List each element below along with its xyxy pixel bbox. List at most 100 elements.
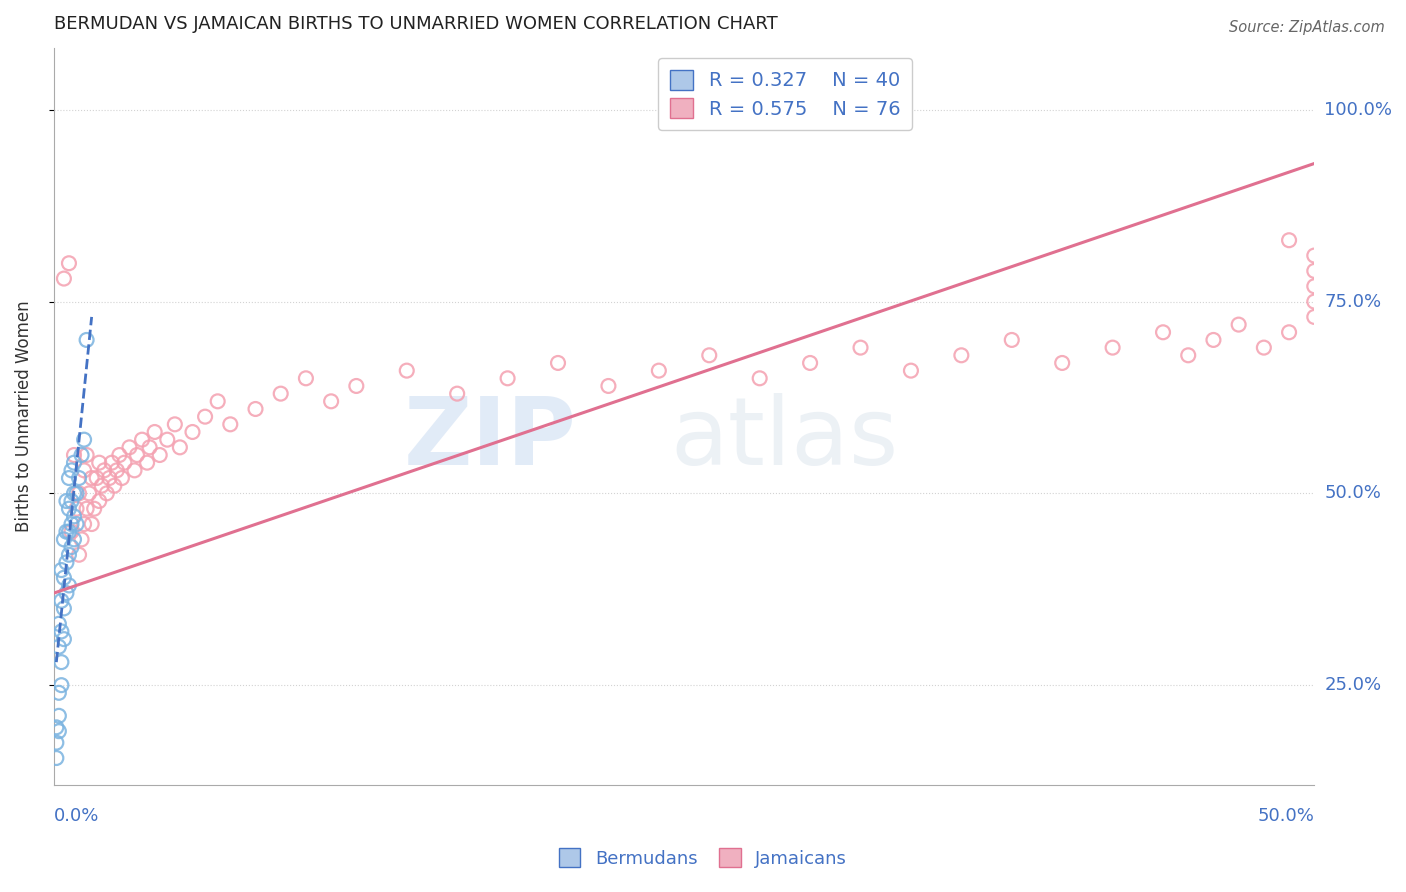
Point bbox=[136, 456, 159, 470]
Y-axis label: Births to Unmarried Women: Births to Unmarried Women bbox=[15, 301, 32, 533]
Point bbox=[48, 686, 70, 700]
Point bbox=[1202, 333, 1225, 347]
Point bbox=[55, 494, 77, 508]
Point bbox=[76, 333, 98, 347]
Point bbox=[51, 594, 73, 608]
Point bbox=[245, 402, 267, 417]
Point bbox=[86, 471, 108, 485]
Point bbox=[1303, 279, 1326, 293]
Point bbox=[48, 640, 70, 654]
Point bbox=[89, 494, 111, 508]
Point bbox=[1253, 341, 1275, 355]
Point bbox=[295, 371, 318, 385]
Point bbox=[58, 524, 80, 539]
Point bbox=[58, 256, 80, 270]
Point bbox=[1101, 341, 1123, 355]
Point bbox=[143, 425, 166, 439]
Point bbox=[1278, 326, 1301, 340]
Point bbox=[55, 586, 77, 600]
Point bbox=[1001, 333, 1024, 347]
Point bbox=[51, 678, 73, 692]
Point bbox=[124, 463, 146, 477]
Point bbox=[748, 371, 770, 385]
Point bbox=[598, 379, 620, 393]
Point bbox=[181, 425, 204, 439]
Point bbox=[52, 601, 75, 615]
Point bbox=[149, 448, 172, 462]
Point bbox=[52, 533, 75, 547]
Point bbox=[58, 578, 80, 592]
Point bbox=[65, 517, 87, 532]
Point bbox=[101, 456, 124, 470]
Point bbox=[118, 441, 141, 455]
Point bbox=[45, 736, 67, 750]
Point bbox=[73, 463, 96, 477]
Point bbox=[395, 364, 418, 378]
Point bbox=[63, 448, 86, 462]
Point bbox=[98, 471, 121, 485]
Point bbox=[90, 479, 112, 493]
Point bbox=[80, 471, 103, 485]
Text: 50.0%: 50.0% bbox=[1257, 807, 1315, 825]
Point bbox=[60, 494, 83, 508]
Point bbox=[111, 471, 134, 485]
Point bbox=[76, 501, 98, 516]
Text: atlas: atlas bbox=[671, 392, 898, 484]
Point bbox=[70, 533, 93, 547]
Point bbox=[51, 563, 73, 577]
Point bbox=[321, 394, 343, 409]
Point bbox=[1303, 310, 1326, 324]
Point bbox=[1227, 318, 1250, 332]
Point bbox=[900, 364, 922, 378]
Point bbox=[52, 632, 75, 647]
Point bbox=[60, 540, 83, 554]
Point bbox=[63, 509, 86, 524]
Point bbox=[93, 463, 115, 477]
Point bbox=[138, 441, 160, 455]
Point bbox=[73, 433, 96, 447]
Point bbox=[169, 441, 191, 455]
Legend: Bermudans, Jamaicans: Bermudans, Jamaicans bbox=[548, 838, 858, 879]
Point bbox=[67, 548, 90, 562]
Point bbox=[446, 386, 468, 401]
Point bbox=[58, 548, 80, 562]
Point bbox=[76, 448, 98, 462]
Point bbox=[1050, 356, 1073, 370]
Point bbox=[950, 348, 973, 362]
Point bbox=[48, 724, 70, 739]
Point bbox=[270, 386, 292, 401]
Point bbox=[108, 448, 131, 462]
Point bbox=[60, 463, 83, 477]
Point bbox=[80, 517, 103, 532]
Text: 0.0%: 0.0% bbox=[53, 807, 100, 825]
Point bbox=[55, 556, 77, 570]
Point bbox=[63, 486, 86, 500]
Point bbox=[48, 709, 70, 723]
Point bbox=[194, 409, 217, 424]
Point bbox=[60, 517, 83, 532]
Point bbox=[70, 448, 93, 462]
Point bbox=[799, 356, 821, 370]
Point bbox=[58, 471, 80, 485]
Point bbox=[1303, 264, 1326, 278]
Point bbox=[83, 501, 105, 516]
Text: BERMUDAN VS JAMAICAN BIRTHS TO UNMARRIED WOMEN CORRELATION CHART: BERMUDAN VS JAMAICAN BIRTHS TO UNMARRIED… bbox=[53, 15, 778, 33]
Point bbox=[697, 348, 720, 362]
Point bbox=[547, 356, 569, 370]
Point bbox=[55, 524, 77, 539]
Point bbox=[51, 655, 73, 669]
Point bbox=[48, 616, 70, 631]
Point bbox=[112, 456, 135, 470]
Point bbox=[496, 371, 519, 385]
Text: 50.0%: 50.0% bbox=[1324, 484, 1381, 502]
Point bbox=[65, 486, 87, 500]
Text: Source: ZipAtlas.com: Source: ZipAtlas.com bbox=[1229, 20, 1385, 35]
Point bbox=[163, 417, 186, 432]
Point bbox=[51, 624, 73, 639]
Point bbox=[1303, 294, 1326, 309]
Point bbox=[1303, 249, 1326, 263]
Point bbox=[207, 394, 229, 409]
Point bbox=[65, 501, 87, 516]
Point bbox=[67, 486, 90, 500]
Point bbox=[103, 479, 125, 493]
